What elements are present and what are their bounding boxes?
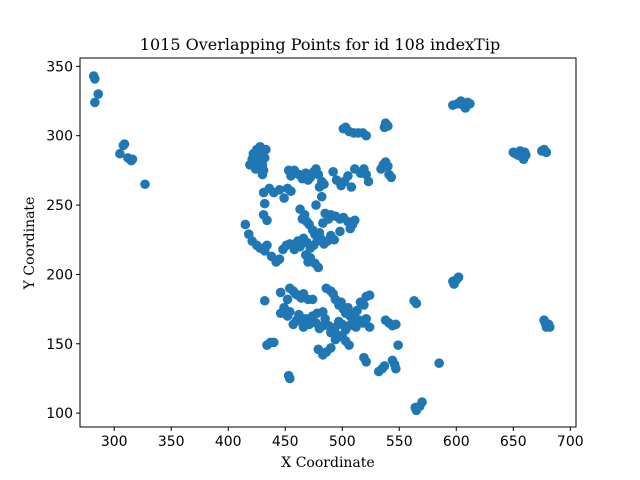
scatter-point-159 — [364, 290, 375, 301]
scatter-point-104 — [328, 166, 338, 177]
scatter-point-29 — [262, 215, 272, 226]
scatter-point-27 — [259, 198, 270, 209]
scatter-point-4 — [115, 148, 125, 159]
scatter-point-1 — [90, 74, 100, 84]
scatter-point-155 — [352, 305, 362, 316]
scatter-point-206 — [361, 357, 372, 367]
y-tick-label-3: 250 — [46, 198, 73, 214]
scatter-point-164 — [285, 307, 295, 317]
scatter-point-25 — [257, 169, 268, 180]
scatter-point-72 — [335, 226, 345, 237]
y-axis: 100 150 200 250 300 350 — [46, 59, 80, 422]
x-axis: 300 350 400 450 500 550 600 650 700 — [101, 427, 584, 450]
scatter-point-204 — [344, 340, 354, 350]
points-layer — [88, 71, 555, 416]
scatter-point-190 — [364, 322, 375, 332]
scatter-point-98 — [329, 234, 340, 245]
scatter-point-246 — [541, 147, 552, 158]
scatter-point-121 — [361, 130, 372, 141]
y-axis-label: Y Coordinate — [22, 197, 38, 291]
chart-title: 1015 Overlapping Points for id 108 index… — [140, 35, 500, 54]
scatter-point-199 — [326, 343, 336, 353]
x-tick-label-5: 550 — [386, 434, 413, 450]
scatter-point-224 — [434, 358, 444, 368]
x-tick-label-3: 450 — [272, 434, 299, 450]
x-tick-label-2: 400 — [215, 434, 242, 450]
scatter-point-209 — [379, 361, 390, 371]
scatter-point-195 — [285, 373, 295, 384]
scatter-point-125 — [383, 161, 393, 171]
scatter-point-213 — [391, 319, 401, 330]
scatter-point-32 — [274, 184, 285, 195]
y-tick-label-1: 150 — [46, 337, 73, 353]
x-tick-label-4: 500 — [329, 434, 356, 450]
scatter-point-82 — [274, 254, 285, 264]
scatter-point-235 — [465, 98, 475, 109]
scatter-point-6 — [119, 139, 130, 149]
scatter-point-127 — [386, 172, 397, 183]
scatter-point-160 — [259, 295, 270, 306]
x-tick-label-1: 350 — [158, 434, 185, 450]
scatter-point-70 — [350, 215, 360, 226]
scatter-point-24 — [261, 144, 271, 155]
scatter-point-132 — [282, 294, 293, 305]
scatter-point-219 — [411, 298, 422, 309]
scatter-point-10 — [140, 179, 150, 190]
scatter-point-243 — [521, 150, 531, 160]
y-tick-label-4: 300 — [46, 129, 73, 145]
scatter-point-103 — [313, 262, 324, 273]
scatter-point-33 — [279, 193, 289, 203]
scatter-point-189 — [361, 314, 372, 324]
x-tick-label-0: 300 — [101, 434, 128, 450]
scatter-point-109 — [346, 182, 357, 192]
scatter-point-216 — [391, 363, 401, 374]
x-tick-label-6: 600 — [443, 434, 470, 450]
scatter-point-223 — [417, 397, 427, 407]
scatter-point-151 — [343, 302, 353, 313]
scatter-point-9 — [127, 154, 138, 165]
scatter-point-51 — [311, 200, 321, 210]
scatter-point-114 — [363, 176, 374, 187]
scatter-point-79 — [262, 240, 272, 251]
scatter-point-131 — [275, 287, 286, 298]
scatter-point-49 — [314, 182, 325, 192]
y-tick-label-5: 350 — [46, 59, 73, 75]
scatter-point-2 — [90, 97, 100, 108]
y-tick-label-2: 200 — [46, 267, 73, 283]
plot-frame — [79, 57, 577, 428]
scatter-point-130 — [383, 121, 393, 131]
x-tick-label-7: 650 — [500, 434, 527, 450]
scatter-point-35 — [286, 186, 296, 196]
x-tick-label-8: 700 — [557, 434, 584, 450]
scatter-point-3 — [93, 89, 104, 99]
scatter-point-73 — [240, 219, 251, 230]
scatter-point-50 — [316, 191, 327, 202]
y-tick-label-0: 100 — [46, 406, 73, 422]
scatter-point-251 — [544, 322, 555, 332]
scatter-point-217 — [393, 340, 403, 350]
scatter-point-228 — [453, 272, 464, 282]
scatter-point-71 — [345, 223, 356, 234]
scatter-point-23 — [259, 153, 270, 163]
scatter-point-140 — [307, 294, 318, 305]
scatter-point-193 — [269, 337, 279, 348]
scatter-point-108 — [343, 171, 353, 181]
scatter-point-157 — [359, 300, 369, 310]
x-axis-label: X Coordinate — [281, 455, 374, 471]
